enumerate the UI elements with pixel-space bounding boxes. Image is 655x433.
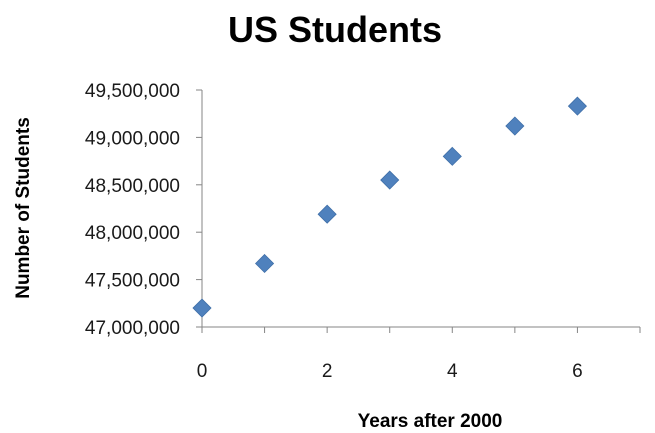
x-axis-label: Years after 2000 <box>358 411 503 432</box>
x-tick-marks <box>201 327 641 333</box>
x-tick-label: 2 <box>322 361 333 382</box>
data-point <box>255 253 275 274</box>
y-tick-label: 48,500,000 <box>85 176 180 197</box>
x-tick-labels: 0 2 4 6 <box>197 361 583 382</box>
y-tick-label: 47,500,000 <box>85 271 180 292</box>
y-tick-label: 47,000,000 <box>85 318 180 339</box>
y-axis-label: Number of Students <box>13 117 34 299</box>
y-tick-labels: 47,000,000 47,500,000 48,000,000 48,500,000… <box>85 81 180 339</box>
y-tick-marks <box>196 89 202 328</box>
x-tick-label: 4 <box>447 361 458 382</box>
data-points <box>192 96 587 318</box>
chart-title: US Students <box>228 9 442 50</box>
y-tick-label: 48,000,000 <box>85 223 180 244</box>
data-point <box>380 170 400 190</box>
x-tick-label: 0 <box>197 361 208 382</box>
data-point <box>192 298 212 318</box>
data-point <box>505 116 525 136</box>
x-tick-label: 6 <box>572 361 583 382</box>
data-point <box>567 96 587 116</box>
y-tick-label: 49,500,000 <box>85 81 180 102</box>
y-tick-label: 49,000,000 <box>85 128 180 149</box>
data-point <box>442 146 462 166</box>
data-point <box>317 204 337 224</box>
